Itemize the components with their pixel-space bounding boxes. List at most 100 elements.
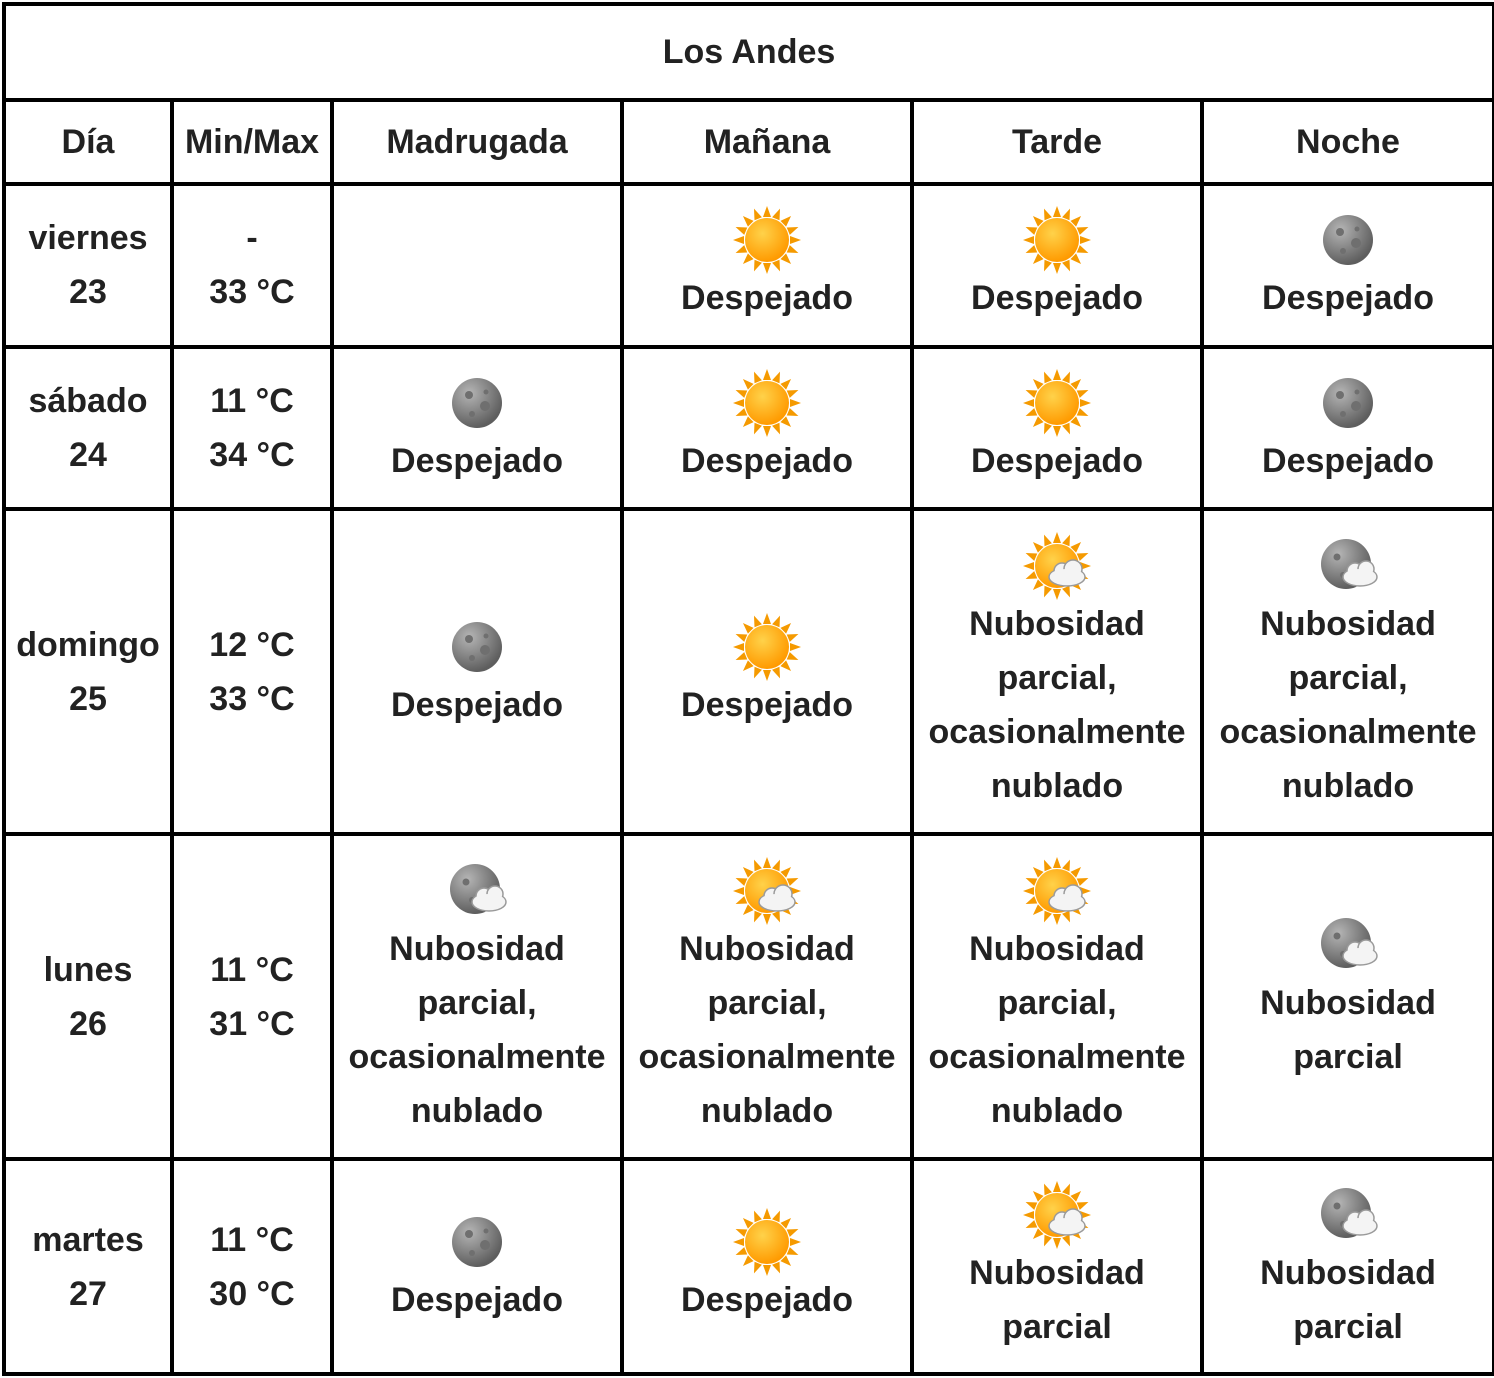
moon-icon <box>1313 368 1383 438</box>
condition-text: Despejado <box>681 441 853 480</box>
moon-cloud-icon <box>1313 1180 1383 1250</box>
table-row: lunes 26 11 °C 31 °C Nubosidad parcial, ocas… <box>2 832 1494 1162</box>
moon-cloud-icon <box>442 856 512 926</box>
header-madrugada: Madrugada <box>330 98 624 186</box>
temp-min: 11 °C <box>210 1220 294 1259</box>
day-cell: viernes 23 <box>2 182 174 349</box>
day-name: sábado <box>28 381 148 420</box>
sun-icon <box>732 368 802 438</box>
sun-icon <box>732 205 802 275</box>
moon-icon <box>442 1207 512 1277</box>
sun-icon <box>732 612 802 682</box>
forecast-cell-manana: Nubosidad parcial, ocasionalmente nublad… <box>620 832 914 1162</box>
sun-cloud-icon <box>1022 1180 1092 1250</box>
day-cell: martes 27 <box>2 1157 174 1376</box>
minmax-cell: 12 °C 33 °C <box>170 507 334 837</box>
forecast-cell-tarde: Nubosidad parcial, ocasionalmente nublad… <box>910 507 1204 837</box>
minmax-cell: 11 °C 31 °C <box>170 832 334 1162</box>
forecast-cell-madrugada <box>330 182 624 349</box>
day-date: 25 <box>69 679 107 718</box>
forecast-cell-tarde: Nubosidad parcial <box>910 1157 1204 1376</box>
sun-cloud-icon <box>1022 531 1092 601</box>
forecast-cell-noche: Despejado <box>1199 344 1494 512</box>
header-tarde: Tarde <box>910 98 1204 186</box>
condition-text: Nubosidad parcial <box>969 1253 1145 1346</box>
header-minmax: Min/Max <box>170 98 334 186</box>
temp-max: 31 °C <box>209 1004 295 1043</box>
temp-min: 11 °C <box>210 950 294 989</box>
temp-min: 11 °C <box>210 381 294 420</box>
condition-text: Despejado <box>681 685 853 724</box>
sun-cloud-icon <box>1022 856 1092 926</box>
condition-text: Nubosidad parcial, ocasionalmente nublad… <box>1219 604 1477 805</box>
sun-icon <box>732 1207 802 1277</box>
condition-text: Nubosidad parcial, ocasionalmente nublad… <box>928 604 1186 805</box>
condition-text: Despejado <box>391 1280 563 1319</box>
table-title: Los Andes <box>1 2 1494 102</box>
day-cell: lunes 26 <box>2 832 174 1162</box>
temp-max: 33 °C <box>209 679 295 718</box>
day-name: viernes <box>28 219 148 258</box>
temp-min: 12 °C <box>209 625 295 664</box>
header-noche: Noche <box>1199 98 1494 186</box>
temp-max: 33 °C <box>209 273 295 312</box>
forecast-cell-manana: Despejado <box>620 507 914 837</box>
forecast-cell-tarde: Despejado <box>910 182 1204 349</box>
day-cell: domingo 25 <box>2 507 174 837</box>
condition-text: Nubosidad parcial <box>1260 1253 1436 1346</box>
condition-text: Nubosidad parcial, ocasionalmente nublad… <box>638 929 896 1130</box>
forecast-cell-manana: Despejado <box>620 182 914 349</box>
condition-text: Despejado <box>391 685 563 724</box>
forecast-cell-tarde: Nubosidad parcial, ocasionalmente nublad… <box>910 832 1204 1162</box>
day-name: domingo <box>16 625 160 664</box>
moon-cloud-icon <box>1313 910 1383 980</box>
day-date: 26 <box>69 1004 107 1043</box>
condition-text: Despejado <box>1262 441 1434 480</box>
day-date: 27 <box>69 1274 107 1313</box>
condition-text: Despejado <box>681 279 853 318</box>
temp-min: - <box>246 219 258 258</box>
day-date: 24 <box>69 435 107 474</box>
moon-icon <box>442 612 512 682</box>
forecast-cell-madrugada: Despejado <box>330 1157 624 1376</box>
temp-max: 34 °C <box>209 435 295 474</box>
minmax-cell: - 33 °C <box>170 182 334 349</box>
condition-text: Despejado <box>391 441 563 480</box>
condition-text: Despejado <box>971 441 1143 480</box>
condition-text: Nubosidad parcial <box>1260 983 1436 1076</box>
moon-icon <box>1313 205 1383 275</box>
day-date: 23 <box>69 273 107 312</box>
day-name: lunes <box>43 950 133 989</box>
day-cell: sábado 24 <box>2 344 174 512</box>
condition-text: Despejado <box>971 279 1143 318</box>
forecast-cell-madrugada: Despejado <box>330 344 624 512</box>
sun-icon <box>1022 205 1092 275</box>
condition-text: Nubosidad parcial, ocasionalmente nublad… <box>348 929 606 1130</box>
forecast-cell-noche: Nubosidad parcial <box>1199 832 1494 1162</box>
header-day: Día <box>2 98 174 186</box>
table-row: sábado 24 11 °C 34 °C Despejado Despejado Desp… <box>2 344 1494 512</box>
minmax-cell: 11 °C 34 °C <box>170 344 334 512</box>
forecast-cell-manana: Despejado <box>620 344 914 512</box>
table-row: martes 27 11 °C 30 °C Despejado Despejado Nubo… <box>2 1157 1494 1376</box>
moon-cloud-icon <box>1313 531 1383 601</box>
minmax-cell: 11 °C 30 °C <box>170 1157 334 1376</box>
forecast-cell-madrugada: Despejado <box>330 507 624 837</box>
forecast-cell-noche: Despejado <box>1199 182 1494 349</box>
sun-icon <box>1022 368 1092 438</box>
day-name: martes <box>32 1220 144 1259</box>
sun-cloud-icon <box>732 856 802 926</box>
condition-text: Despejado <box>681 1280 853 1319</box>
forecast-cell-tarde: Despejado <box>910 344 1204 512</box>
moon-icon <box>442 368 512 438</box>
condition-text: Nubosidad parcial, ocasionalmente nublad… <box>928 929 1186 1130</box>
table-row: domingo 25 12 °C 33 °C Despejado Despejado Nub… <box>2 507 1494 837</box>
header-manana: Mañana <box>620 98 914 186</box>
forecast-cell-madrugada: Nubosidad parcial, ocasionalmente nublad… <box>330 832 624 1162</box>
temp-max: 30 °C <box>209 1274 295 1313</box>
table-row: viernes 23 - 33 °C Despejado Despejado Despeja… <box>2 182 1494 349</box>
forecast-cell-noche: Nubosidad parcial <box>1199 1157 1494 1376</box>
forecast-cell-manana: Despejado <box>620 1157 914 1376</box>
forecast-cell-noche: Nubosidad parcial, ocasionalmente nublad… <box>1199 507 1494 837</box>
